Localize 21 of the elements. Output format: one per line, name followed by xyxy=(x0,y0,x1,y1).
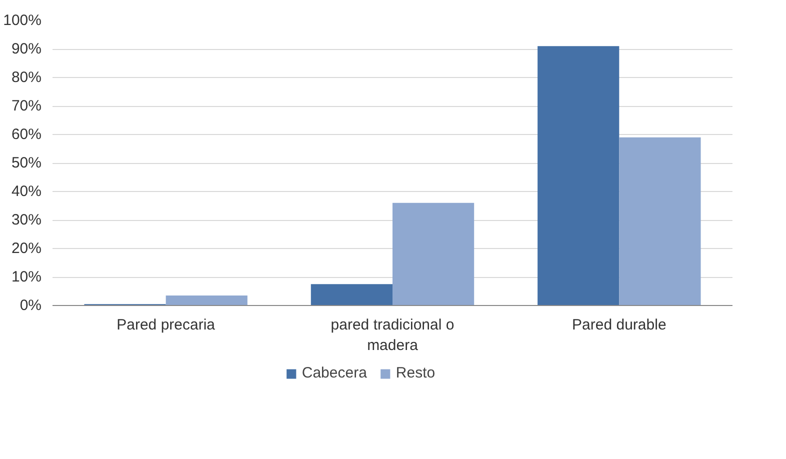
legend-label: Resto xyxy=(396,364,436,382)
y-tick-label: 90% xyxy=(11,40,42,58)
bar xyxy=(310,284,392,306)
legend-label: Cabecera xyxy=(302,364,367,382)
x-tick-label: Pared precaria xyxy=(116,316,216,334)
y-tick-label: 70% xyxy=(11,98,42,114)
x-tick-label: Pared durable xyxy=(572,316,666,334)
y-tick-label: 80% xyxy=(11,69,42,86)
y-tick-label: 50% xyxy=(11,154,42,172)
bar xyxy=(392,202,474,306)
bar xyxy=(538,46,620,306)
y-tick-label: 30% xyxy=(11,212,42,228)
y-tick-label: 0% xyxy=(20,297,42,314)
bar xyxy=(619,137,701,306)
x-tick-label: pared tradicional o madera xyxy=(330,316,454,354)
y-tick-label: 20% xyxy=(11,240,42,257)
bar xyxy=(166,296,248,306)
y-tick-label: 60% xyxy=(11,126,42,143)
y-tick-label: 40% xyxy=(11,183,42,200)
y-tick-label: 100% xyxy=(3,12,42,29)
y-tick-label: 10% xyxy=(11,268,42,286)
